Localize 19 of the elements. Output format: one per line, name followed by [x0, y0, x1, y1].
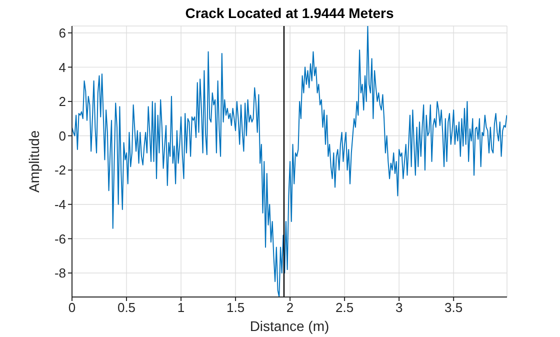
y-tick-label: 0	[58, 128, 66, 144]
y-tick-label: -2	[54, 162, 66, 178]
chart-title: Crack Located at 1.9444 Meters	[184, 5, 395, 21]
x-tick-label: 2.5	[336, 300, 354, 316]
x-tick-label: 1.5	[226, 300, 245, 316]
y-tick-label: 6	[58, 25, 66, 40]
x-tick-label: 3.5	[444, 300, 463, 316]
x-tick-label: 1	[177, 300, 185, 316]
y-tick-label: -6	[54, 231, 66, 246]
y-tick-label: 2	[58, 94, 66, 110]
y-tick-label: -4	[54, 196, 66, 212]
x-axis-title: Distance (m)	[250, 318, 330, 334]
y-tick-label: -8	[54, 266, 66, 281]
x-tick-label: 3	[395, 300, 403, 316]
y-tick-label: 4	[58, 60, 66, 75]
x-tick-label: 0	[68, 300, 76, 316]
x-tick-label: 2	[286, 300, 294, 316]
y-axis-title: Amplitude	[26, 130, 42, 193]
x-tick-label: 0.5	[117, 300, 136, 316]
